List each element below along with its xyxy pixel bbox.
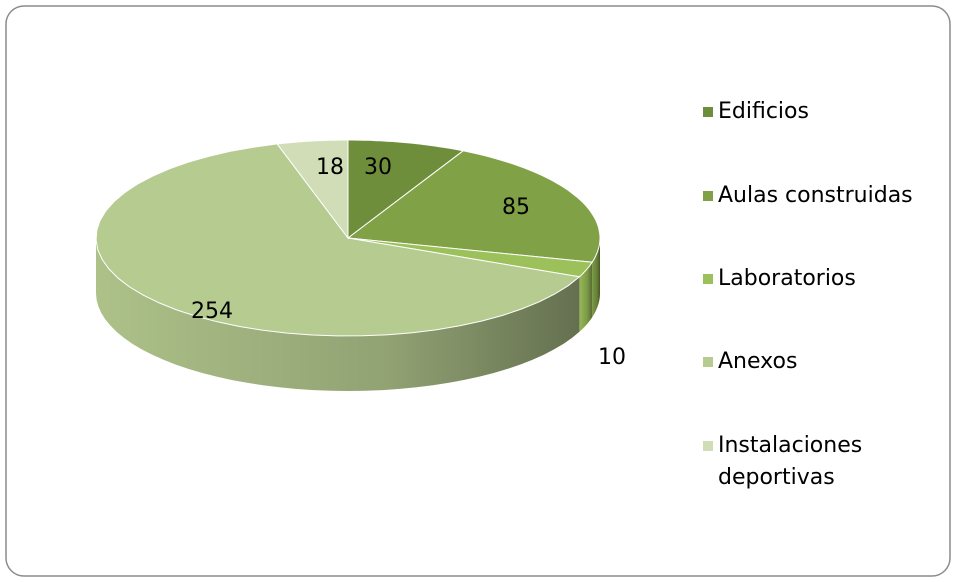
legend-label-line: deportivas [718, 465, 835, 490]
slice [347, 139, 465, 240]
data-label: 18 [316, 155, 344, 180]
slice-side-shade [592, 238, 600, 318]
slice [276, 139, 349, 240]
slice [346, 150, 601, 263]
data-label: 254 [191, 299, 233, 324]
legend-swatch [703, 107, 713, 117]
legend-label: Edificios [718, 99, 809, 124]
legend-label: Laboratorios [718, 266, 856, 291]
legend-swatch [703, 357, 713, 367]
slice [95, 143, 581, 337]
slice-side-shade [579, 262, 593, 332]
legend-label: Anexos [718, 349, 797, 374]
legend-swatch [703, 274, 713, 284]
legend-swatch [703, 191, 713, 201]
legend-label: Instalaciones deportivas [718, 433, 862, 490]
legend-label: Aulas construidas [718, 183, 913, 208]
slice-side-shade [96, 238, 580, 391]
slice [347, 237, 593, 278]
legend-swatch [703, 441, 713, 451]
data-label: 30 [364, 155, 392, 180]
data-label: 10 [598, 345, 626, 370]
data-label: 85 [502, 195, 530, 220]
legend-label-line: Instalaciones [718, 433, 862, 458]
